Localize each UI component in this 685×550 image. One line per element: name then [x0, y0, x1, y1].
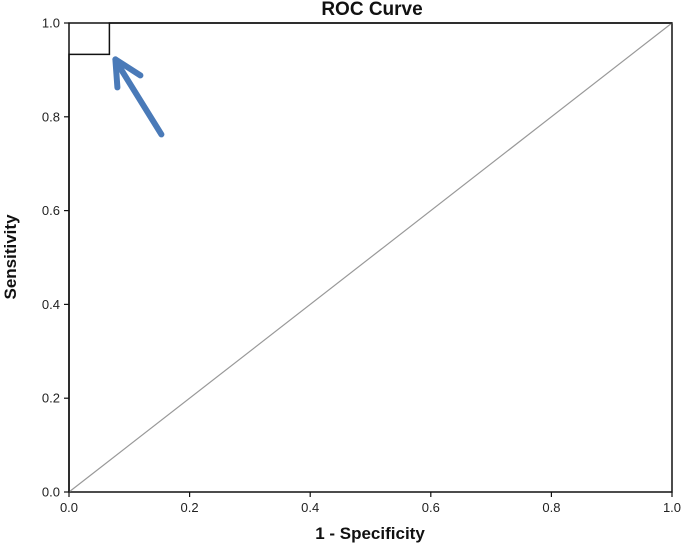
x-tick-label: 1.0 — [663, 500, 681, 515]
roc-curve-line — [68, 22, 672, 492]
annotation-arrow-shaft — [114, 60, 165, 138]
x-tick-label: 0.4 — [301, 500, 319, 515]
chart-title: ROC Curve — [321, 0, 422, 20]
y-tick-label: 0.2 — [42, 391, 60, 406]
x-tick-label: 0.0 — [60, 500, 78, 515]
annotation-layer — [112, 56, 165, 138]
y-tick-label: 0.6 — [42, 203, 60, 218]
reference-diagonal-line — [68, 22, 673, 493]
y-tick-label: 0.8 — [42, 109, 60, 124]
annotation-arrow — [112, 56, 165, 138]
y-tick-label: 1.0 — [42, 16, 60, 31]
x-tick-label: 0.6 — [422, 500, 440, 515]
y-tick-label: 0.0 — [42, 485, 60, 500]
y-axis-title: Sensitivity — [1, 214, 20, 300]
curve-layer — [68, 22, 672, 492]
x-axis-title: 1 - Specificity — [315, 524, 425, 543]
x-tick-label: 0.2 — [181, 500, 199, 515]
reference-layer — [68, 22, 673, 493]
x-tick-label: 0.8 — [542, 500, 560, 515]
x-axis-ticks: 0.0 0.2 0.4 0.6 0.8 1.0 — [60, 492, 681, 515]
annotation-arrow-head-right — [112, 56, 144, 79]
annotation-arrow-head-left — [112, 56, 121, 91]
y-axis-ticks: 0.0 0.2 0.4 0.6 0.8 1.0 — [42, 16, 69, 500]
y-tick-label: 0.4 — [42, 297, 60, 312]
